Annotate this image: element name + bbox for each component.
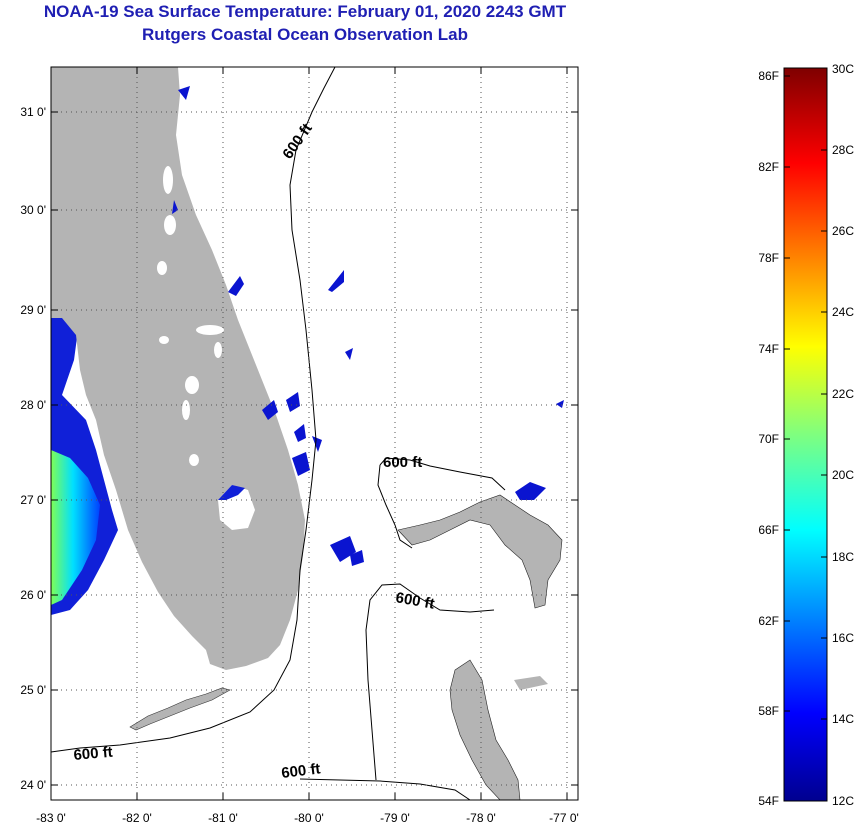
- colorbar-c-label: 18C: [832, 550, 854, 564]
- colorbar-f-label: 78F: [758, 251, 779, 265]
- bahamas-north: [397, 494, 563, 609]
- colorbar-c-label: 22C: [832, 387, 854, 401]
- lat-tick-label: 29 0': [20, 303, 46, 317]
- colorbar-c-label: 30C: [832, 62, 854, 76]
- lat-axis: 24 0' 25 0' 26 0' 27 0' 28 0' 29 0' 30 0…: [20, 105, 46, 792]
- colorbar-f-label: 54F: [758, 794, 779, 808]
- lon-tick-label: -83 0': [36, 811, 66, 825]
- lat-tick-label: 24 0': [20, 778, 46, 792]
- florida-keys: [129, 687, 231, 731]
- colorbar-c-label: 26C: [832, 224, 854, 238]
- colorbar-c-labels: 30C 28C 26C 24C 22C 20C 18C 16C 14C 12C: [832, 62, 854, 808]
- chart-title: NOAA-19 Sea Surface Temperature: Februar…: [43, 2, 567, 21]
- colorbar-f-labels: 86F 82F 78F 74F 70F 66F 62F 58F 54F: [758, 69, 779, 808]
- colorbar-c-label: 12C: [832, 794, 854, 808]
- colorbar-c-label: 20C: [832, 468, 854, 482]
- lon-tick-label: -80 0': [294, 811, 324, 825]
- colorbar-f-label: 82F: [758, 160, 779, 174]
- contour-label: 600 ft: [73, 744, 114, 764]
- colorbar-f-label: 86F: [758, 69, 779, 83]
- small-island: [514, 676, 548, 690]
- colorbar: 86F 82F 78F 74F 70F 66F 62F 58F 54F 30C …: [758, 62, 854, 808]
- lon-tick-label: -78 0': [466, 811, 496, 825]
- lon-tick-label: -79 0': [380, 811, 410, 825]
- colorbar-f-label: 70F: [758, 432, 779, 446]
- colorbar-ticks: [784, 75, 827, 720]
- colorbar-f-label: 66F: [758, 523, 779, 537]
- map-plot: 600 ft 600 ft 600 ft 600 ft 600 ft 24 0'…: [20, 66, 579, 825]
- contour-label: 600 ft: [394, 589, 436, 613]
- bathymetry-contours: [50, 66, 506, 801]
- lon-axis: -83 0' -82 0' -81 0' -80 0' -79 0' -78 0…: [36, 811, 579, 825]
- inland-lakes: [157, 166, 224, 466]
- colorbar-f-label: 62F: [758, 614, 779, 628]
- plot-frame: [50, 66, 579, 801]
- colorbar-f-label: 74F: [758, 342, 779, 356]
- lat-tick-label: 31 0': [20, 105, 46, 119]
- lat-tick-label: 28 0': [20, 398, 46, 412]
- lat-tick-label: 30 0': [20, 203, 46, 217]
- colorbar-f-label: 58F: [758, 704, 779, 718]
- lon-tick-label: -77 0': [549, 811, 579, 825]
- colorbar-c-label: 24C: [832, 305, 854, 319]
- colorbar-c-label: 28C: [832, 143, 854, 157]
- contour-label: 600 ft: [383, 454, 422, 471]
- sst-fragments: [172, 86, 564, 566]
- chart-subtitle: Rutgers Coastal Ocean Observation Lab: [142, 25, 468, 44]
- grid-lines: [51, 67, 578, 800]
- colorbar-gradient: [783, 67, 828, 802]
- sst-gulf-warm-patch: [51, 450, 100, 605]
- lat-tick-label: 27 0': [20, 493, 46, 507]
- lake-sst-patch: [218, 485, 245, 500]
- lon-tick-label: -81 0': [208, 811, 238, 825]
- lon-tick-label: -82 0': [122, 811, 152, 825]
- contour-label: 600 ft: [280, 760, 321, 782]
- colorbar-c-label: 14C: [832, 712, 854, 726]
- lat-tick-label: 26 0': [20, 588, 46, 602]
- lat-tick-label: 25 0': [20, 683, 46, 697]
- axis-ticks: [51, 67, 578, 800]
- colorbar-c-label: 16C: [832, 631, 854, 645]
